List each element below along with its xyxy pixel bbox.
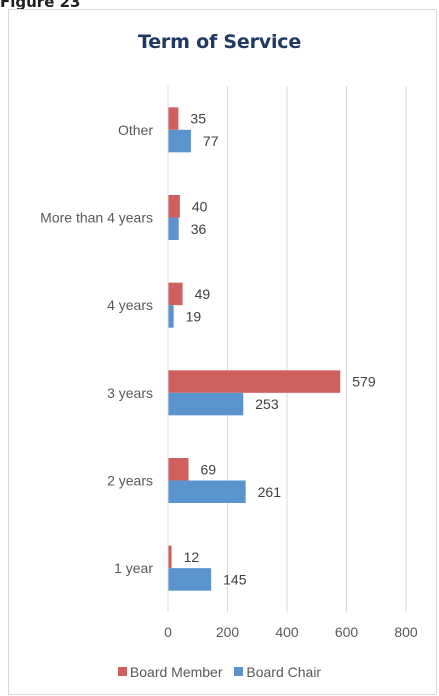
x-tick-label: 800 bbox=[394, 624, 418, 640]
category-label: More than 4 years bbox=[40, 210, 153, 226]
category-label: Other bbox=[118, 122, 153, 138]
bar-board-chair bbox=[168, 217, 179, 240]
legend: Board Member Board Chair bbox=[0, 663, 439, 680]
data-label: 253 bbox=[255, 396, 279, 412]
data-label: 77 bbox=[203, 133, 219, 149]
data-label: 49 bbox=[195, 286, 211, 302]
data-label: 12 bbox=[184, 549, 200, 565]
bar-board-member bbox=[168, 370, 341, 393]
bar-board-member bbox=[168, 458, 189, 481]
legend-label-board-chair: Board Chair bbox=[246, 663, 322, 680]
bar-board-chair bbox=[168, 568, 212, 591]
x-tick-label: 0 bbox=[164, 624, 172, 640]
data-label: 36 bbox=[191, 221, 207, 237]
category-label: 2 years bbox=[107, 473, 153, 489]
bar-board-member bbox=[168, 282, 183, 306]
legend-item-board-member: Board Member bbox=[117, 663, 223, 680]
chart-frame bbox=[8, 9, 437, 695]
legend-label-board-member: Board Member bbox=[129, 663, 223, 680]
bar-board-member bbox=[168, 195, 180, 218]
data-label: 19 bbox=[186, 308, 202, 324]
data-label: 35 bbox=[190, 111, 206, 127]
chart-title: Term of Service bbox=[137, 31, 302, 53]
data-label: 145 bbox=[223, 571, 247, 587]
legend-item-board-chair: Board Chair bbox=[234, 664, 321, 680]
category-label: 1 year bbox=[114, 560, 153, 576]
bar-board-member bbox=[168, 545, 172, 569]
x-tick-label: 600 bbox=[335, 624, 359, 640]
legend-swatch-board-member bbox=[117, 667, 127, 676]
bar-board-chair bbox=[168, 305, 174, 328]
bar-board-chair bbox=[168, 392, 244, 416]
figure-label: Figure 23 bbox=[0, 0, 81, 11]
data-label: 69 bbox=[201, 461, 217, 477]
data-label: 579 bbox=[352, 374, 376, 390]
category-label: 4 years bbox=[107, 297, 153, 313]
data-label: 40 bbox=[192, 198, 208, 214]
bar-board-chair bbox=[168, 480, 246, 503]
bar-board-member bbox=[168, 107, 179, 130]
category-label: 3 years bbox=[107, 385, 153, 401]
x-tick-label: 200 bbox=[216, 624, 240, 640]
data-label: 261 bbox=[258, 484, 282, 500]
bar-board-chair bbox=[168, 129, 191, 153]
x-tick-label: 400 bbox=[275, 624, 299, 640]
legend-swatch-board-chair bbox=[234, 667, 244, 676]
